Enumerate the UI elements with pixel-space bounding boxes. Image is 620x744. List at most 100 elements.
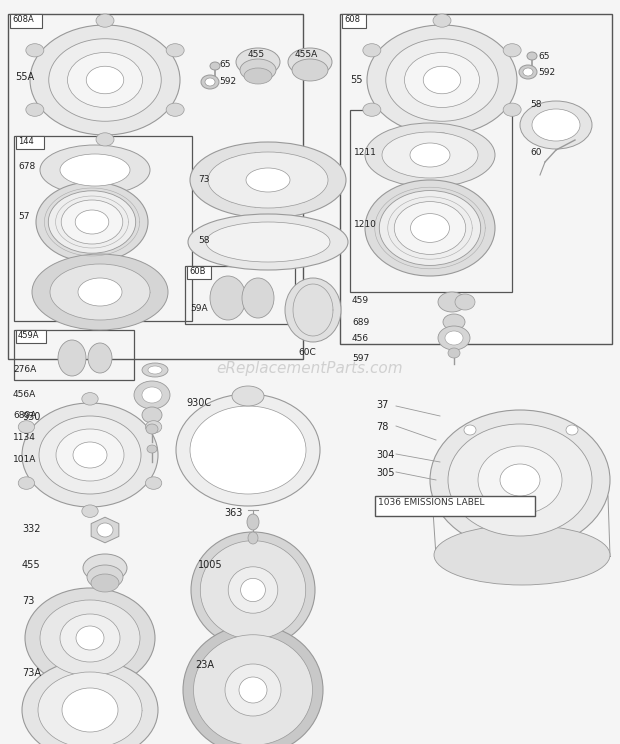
Ellipse shape <box>434 525 610 585</box>
Text: 689A: 689A <box>13 411 37 420</box>
Ellipse shape <box>96 14 114 28</box>
Ellipse shape <box>523 68 533 76</box>
Text: 678: 678 <box>18 162 35 171</box>
Ellipse shape <box>190 142 346 218</box>
Ellipse shape <box>96 132 114 146</box>
Text: 1210: 1210 <box>354 220 377 229</box>
Ellipse shape <box>62 688 118 732</box>
Ellipse shape <box>443 314 465 330</box>
Ellipse shape <box>142 407 162 423</box>
Ellipse shape <box>386 39 498 121</box>
Text: 101A: 101A <box>13 455 37 464</box>
Text: 60C: 60C <box>298 348 316 357</box>
Ellipse shape <box>464 425 476 435</box>
Ellipse shape <box>86 66 124 94</box>
Ellipse shape <box>48 190 136 253</box>
Ellipse shape <box>520 101 592 149</box>
Ellipse shape <box>503 103 521 116</box>
Ellipse shape <box>38 672 142 744</box>
Ellipse shape <box>430 410 610 550</box>
Ellipse shape <box>228 567 278 613</box>
Ellipse shape <box>82 393 98 405</box>
Text: eReplacementParts.com: eReplacementParts.com <box>216 361 404 376</box>
Ellipse shape <box>527 52 537 60</box>
Text: 930: 930 <box>22 412 40 422</box>
Ellipse shape <box>142 363 168 377</box>
Ellipse shape <box>91 574 119 592</box>
Ellipse shape <box>248 532 258 544</box>
Ellipse shape <box>50 264 150 320</box>
Ellipse shape <box>210 62 220 70</box>
Ellipse shape <box>410 214 449 243</box>
Ellipse shape <box>49 39 161 121</box>
Bar <box>16 136 44 149</box>
Ellipse shape <box>134 381 170 409</box>
Text: 608A: 608A <box>12 15 33 24</box>
Text: 55: 55 <box>350 75 363 85</box>
Ellipse shape <box>76 626 104 650</box>
Text: 65: 65 <box>538 52 549 61</box>
Text: 592: 592 <box>538 68 555 77</box>
Ellipse shape <box>40 600 140 676</box>
Ellipse shape <box>30 25 180 135</box>
Text: 689: 689 <box>352 318 370 327</box>
Ellipse shape <box>200 541 306 639</box>
Text: 1005: 1005 <box>198 560 223 570</box>
Ellipse shape <box>239 677 267 703</box>
Ellipse shape <box>166 44 184 57</box>
Ellipse shape <box>18 477 35 490</box>
Ellipse shape <box>73 442 107 468</box>
Ellipse shape <box>240 59 276 81</box>
Text: 73: 73 <box>22 596 34 606</box>
Ellipse shape <box>242 278 274 318</box>
Text: 608: 608 <box>344 15 360 24</box>
Ellipse shape <box>25 588 155 688</box>
Polygon shape <box>91 517 119 543</box>
Text: 1036 EMISSIONS LABEL: 1036 EMISSIONS LABEL <box>378 498 484 507</box>
Text: 456A: 456A <box>13 390 36 399</box>
Ellipse shape <box>205 78 215 86</box>
Ellipse shape <box>88 343 112 373</box>
Ellipse shape <box>404 53 479 107</box>
Ellipse shape <box>40 145 150 195</box>
Text: 73A: 73A <box>22 668 41 678</box>
Ellipse shape <box>36 182 148 262</box>
Ellipse shape <box>142 387 162 403</box>
Ellipse shape <box>292 59 328 81</box>
Ellipse shape <box>244 68 272 84</box>
Ellipse shape <box>26 103 44 116</box>
Ellipse shape <box>148 366 162 374</box>
Bar <box>16 330 46 343</box>
Text: 23A: 23A <box>195 660 214 670</box>
Ellipse shape <box>147 445 157 453</box>
Ellipse shape <box>410 143 450 167</box>
Text: 55A: 55A <box>15 72 34 82</box>
Ellipse shape <box>146 420 162 433</box>
Text: 332: 332 <box>22 524 40 534</box>
Ellipse shape <box>445 331 463 345</box>
Ellipse shape <box>448 424 592 536</box>
Ellipse shape <box>448 348 460 358</box>
Ellipse shape <box>206 222 330 262</box>
Ellipse shape <box>288 48 332 76</box>
Ellipse shape <box>78 278 122 306</box>
Ellipse shape <box>208 152 328 208</box>
Ellipse shape <box>241 578 265 602</box>
Bar <box>14 136 192 321</box>
Text: 37: 37 <box>376 400 388 410</box>
Ellipse shape <box>193 635 312 744</box>
Ellipse shape <box>188 214 348 270</box>
Bar <box>342 14 366 28</box>
Text: 59A: 59A <box>190 304 208 313</box>
Ellipse shape <box>75 210 108 234</box>
Ellipse shape <box>503 44 521 57</box>
Text: 455: 455 <box>22 560 41 570</box>
Ellipse shape <box>236 48 280 76</box>
Text: 304: 304 <box>376 450 394 460</box>
Text: 459A: 459A <box>18 331 40 340</box>
Ellipse shape <box>61 200 123 244</box>
Ellipse shape <box>500 464 540 496</box>
Bar <box>187 266 211 279</box>
Ellipse shape <box>26 44 44 57</box>
Ellipse shape <box>32 254 168 330</box>
